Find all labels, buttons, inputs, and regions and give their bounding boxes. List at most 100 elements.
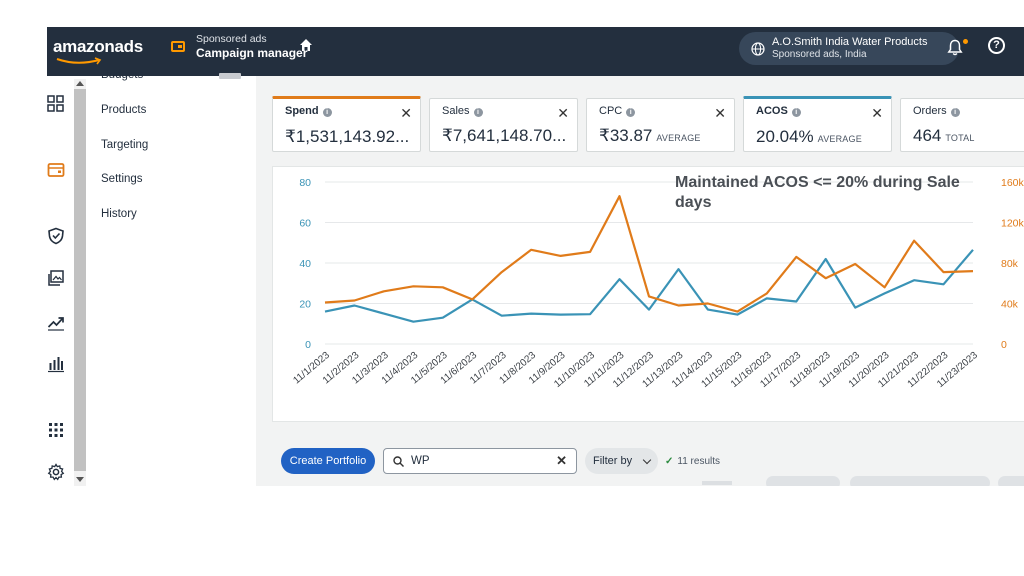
search-input[interactable]: WP ✕ (383, 448, 577, 474)
logo-smile-icon (56, 57, 102, 65)
date-range-pill[interactable] (850, 476, 990, 486)
scroll-down-arrow-icon[interactable] (76, 477, 84, 482)
info-icon[interactable]: i (950, 108, 960, 117)
metric-card-spend[interactable]: Spend i ✕ ₹1,531,143.92... (272, 96, 421, 152)
results-count: ✓ 11 results (665, 456, 720, 467)
sidebar-scrollbar[interactable] (74, 79, 86, 486)
metric-suffix: AVERAGE (656, 133, 701, 143)
clear-search-icon[interactable]: ✕ (556, 453, 567, 468)
metric-label: CPC (599, 105, 623, 117)
filter-label: Filter by (593, 455, 633, 467)
campaign-manager-icon (171, 41, 185, 52)
metric-label: Orders (913, 105, 947, 117)
subnav-new-badge (219, 73, 241, 79)
amazon-ads-logo[interactable]: amazonads (53, 37, 143, 56)
metric-card-cpc[interactable]: CPC i ✕ ₹33.87 AVERAGE (586, 98, 735, 152)
right-axis-tick-label: 160k (1001, 177, 1024, 189)
metric-value: ₹7,641,148.70... (442, 126, 567, 145)
column-filter-pill[interactable] (766, 476, 840, 486)
globe-icon (751, 42, 765, 56)
campaign-subnav: Budgets Products Targeting Settings Hist… (86, 69, 256, 486)
metric-label-wrap: CPC i (599, 105, 636, 117)
results-label: 11 results (677, 456, 721, 467)
metric-value: 464 (913, 126, 942, 145)
metric-suffix: AVERAGE (817, 134, 862, 144)
dashboard-icon[interactable] (47, 95, 65, 113)
right-axis-tick-label: 40k (1001, 299, 1019, 311)
subnav-item-targeting[interactable]: Targeting (101, 139, 149, 151)
info-icon[interactable]: i (791, 108, 801, 117)
search-value: WP (411, 455, 430, 467)
left-axis-tick-label: 60 (299, 218, 311, 230)
app-title: Campaign manager (196, 46, 308, 60)
metric-label: Spend (285, 105, 319, 117)
metric-value: ₹33.87 (599, 126, 653, 145)
subnav-item-products[interactable]: Products (101, 104, 147, 116)
account-switcher[interactable]: A.O.Smith India Water Products Sponsored… (739, 32, 959, 65)
metric-label-wrap: Spend i (285, 105, 332, 117)
chevron-down-icon (642, 455, 652, 465)
metric-card-orders[interactable]: Orders i 464 TOTAL (900, 98, 1024, 152)
sales-series-line (324, 195, 974, 313)
metric-value: 20.04% (756, 127, 814, 146)
metric-label-wrap: ACOS i (756, 105, 801, 117)
column-header-partial (702, 481, 732, 485)
right-axis-tick-label: 120k (1001, 218, 1024, 230)
metric-value-wrap: 464 TOTAL (913, 126, 975, 146)
info-icon[interactable]: i (473, 108, 483, 117)
account-name: A.O.Smith India Water Products (772, 36, 928, 48)
metric-value-wrap: 20.04% AVERAGE (756, 127, 862, 147)
metric-card-acos[interactable]: ACOS i ✕ 20.04% AVERAGE (743, 96, 892, 152)
right-axis-tick-label: 80k (1001, 258, 1019, 270)
metric-label-wrap: Sales i (442, 105, 483, 117)
notifications-bell-icon[interactable] (947, 39, 963, 56)
scroll-up-arrow-icon[interactable] (76, 81, 84, 86)
left-axis-tick-label: 40 (299, 258, 311, 270)
home-icon[interactable] (299, 38, 313, 52)
left-axis-tick-label: 80 (299, 177, 311, 189)
media-library-icon[interactable] (47, 269, 65, 287)
metric-label: Sales (442, 105, 470, 117)
subnav-item-history[interactable]: History (101, 208, 137, 220)
create-portfolio-button[interactable]: Create Portfolio (281, 448, 375, 474)
search-icon (393, 456, 404, 467)
subnav-item-settings[interactable]: Settings (101, 173, 143, 185)
notification-badge (963, 39, 968, 44)
main-content: Spend i ✕ ₹1,531,143.92... Sales i ✕ ₹7,64… (256, 76, 1024, 486)
settings-gear-icon[interactable] (47, 463, 65, 481)
app-section-label: Sponsored ads (196, 33, 267, 45)
top-navigation-bar: amazonads Sponsored ads Campaign manager… (47, 27, 1024, 76)
help-icon[interactable]: ? (988, 37, 1005, 54)
close-icon[interactable]: ✕ (871, 105, 883, 121)
info-icon[interactable]: i (322, 108, 332, 117)
left-axis-tick-label: 0 (305, 339, 311, 351)
info-icon[interactable]: i (626, 108, 636, 117)
reports-icon[interactable] (47, 355, 65, 373)
left-axis-tick-label: 20 (299, 299, 311, 311)
chart-annotation: Maintained ACOS <= 20% during Sale days (675, 174, 960, 211)
close-icon[interactable]: ✕ (557, 105, 569, 121)
scroll-thumb[interactable] (74, 89, 86, 471)
metric-label-wrap: Orders i (913, 105, 960, 117)
metric-value-wrap: ₹1,531,143.92... (285, 127, 409, 147)
export-pill[interactable] (998, 476, 1024, 486)
apps-grid-icon[interactable] (47, 421, 65, 439)
shield-icon[interactable] (47, 227, 65, 245)
close-icon[interactable]: ✕ (714, 105, 726, 121)
trend-icon[interactable] (47, 313, 65, 331)
account-subtitle: Sponsored ads, India (772, 49, 867, 60)
metric-value-wrap: ₹33.87 AVERAGE (599, 126, 701, 146)
campaign-icon[interactable] (47, 161, 65, 179)
filter-by-button[interactable]: Filter by (585, 448, 658, 474)
metric-label: ACOS (756, 105, 788, 117)
metric-card-sales[interactable]: Sales i ✕ ₹7,641,148.70... (429, 98, 578, 152)
right-axis-tick-label: 0 (1001, 339, 1007, 351)
metric-suffix: TOTAL (945, 133, 975, 143)
left-icon-rail (47, 76, 74, 486)
subnav-item-budgets[interactable]: Budgets (101, 69, 144, 81)
close-icon[interactable]: ✕ (400, 105, 412, 121)
check-icon: ✓ (665, 456, 674, 467)
performance-chart-card: 0 0 20 40k 40 80k 60 120k 80 160k 11/1/2023 11/2/20… (272, 166, 1024, 422)
